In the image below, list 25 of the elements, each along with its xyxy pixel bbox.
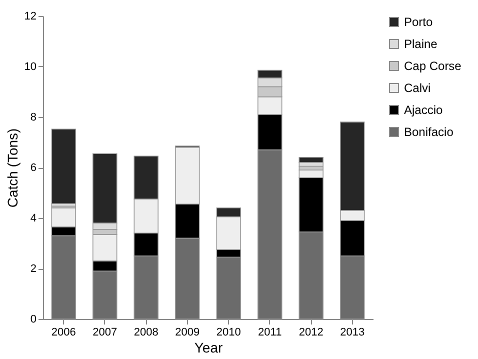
legend-label: Plaine	[404, 37, 438, 51]
x-tick-label: 2010	[216, 326, 241, 338]
x-tick-label: 2006	[51, 326, 76, 338]
bar	[298, 157, 324, 163]
y-tick-label: 0	[30, 314, 36, 326]
y-tick-label: 2	[30, 263, 36, 275]
legend-label: Ajaccio	[404, 103, 444, 117]
x-tick-label: 2009	[175, 326, 200, 338]
legend-label: Cap Corse	[404, 59, 462, 73]
y-tick-label: 6	[30, 162, 36, 174]
x-tick-label: 2011	[258, 326, 282, 338]
y-tick-label: 10	[24, 61, 36, 73]
y-tick-label: 8	[30, 112, 36, 124]
y-tick-label: 12	[24, 10, 36, 22]
bar	[51, 128, 76, 204]
y-axis-title: Catch (Tons)	[4, 128, 20, 208]
legend-label: Porto	[404, 15, 434, 29]
x-axis-title: Year	[194, 340, 223, 356]
legend-label: Bonifacio	[404, 125, 454, 139]
x-tick-label: 2012	[298, 326, 324, 338]
x-tick-label: 2008	[134, 326, 158, 338]
legend-label: Calvi	[404, 81, 431, 95]
x-tick-label: 2007	[92, 326, 118, 338]
y-tick-label: 4	[30, 212, 36, 224]
x-tick-label: 2013	[340, 326, 365, 338]
